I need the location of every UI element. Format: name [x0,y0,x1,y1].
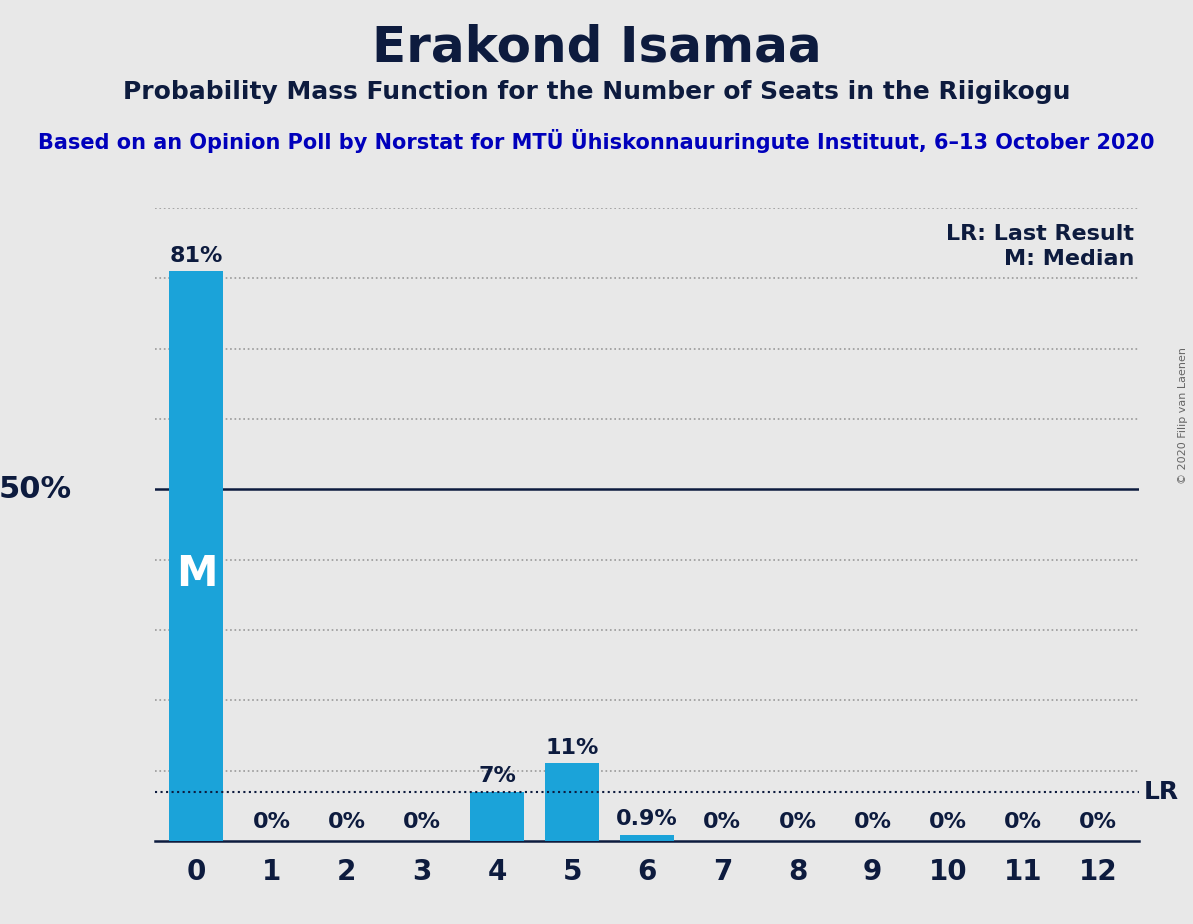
Text: 0%: 0% [928,812,966,833]
Bar [169,272,223,841]
Text: Based on an Opinion Poll by Norstat for MTÜ Ühiskonnauuringute Instituut, 6–13 O: Based on an Opinion Poll by Norstat for … [38,129,1155,153]
Bar [470,792,524,841]
Text: 0%: 0% [253,812,291,833]
Text: M: M [175,553,217,595]
Text: 50%: 50% [0,475,72,504]
Text: 0%: 0% [403,812,440,833]
Text: 0%: 0% [779,812,816,833]
Text: LR: Last Result: LR: Last Result [946,224,1135,244]
Text: 0%: 0% [854,812,891,833]
Text: Probability Mass Function for the Number of Seats in the Riigikogu: Probability Mass Function for the Number… [123,80,1070,104]
Text: 0%: 0% [328,812,366,833]
Text: © 2020 Filip van Laenen: © 2020 Filip van Laenen [1179,347,1188,484]
Text: 0%: 0% [1078,812,1117,833]
Text: 81%: 81% [169,246,223,265]
Text: Erakond Isamaa: Erakond Isamaa [372,23,821,71]
Text: 7%: 7% [478,766,515,786]
Bar [620,834,674,841]
Text: 0.9%: 0.9% [617,808,678,829]
Text: LR: LR [1144,780,1180,804]
Text: 0%: 0% [1003,812,1041,833]
Text: 11%: 11% [545,738,599,758]
Bar [545,763,599,841]
Text: M: Median: M: Median [1005,249,1135,269]
Text: 0%: 0% [704,812,741,833]
